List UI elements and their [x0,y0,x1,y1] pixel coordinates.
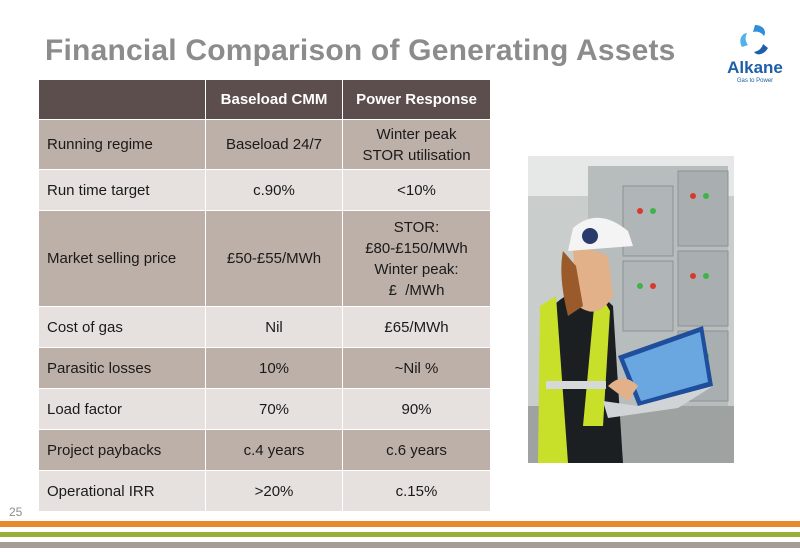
engineer-illustration [528,156,734,463]
table-row: Parasitic losses 10% ~Nil % [38,347,491,389]
power-response-value: £65/MWh [342,306,491,348]
header-cell-empty [38,79,206,120]
alkane-logo: Alkane Gas to Power [720,22,790,92]
power-response-value: 90% [342,388,491,430]
table-row: Load factor 70% 90% [38,388,491,430]
comparison-table: Baseload CMM Power Response Running regi… [38,79,491,512]
table-row: Project paybacks c.4 years c.6 years [38,429,491,471]
power-response-value: c.6 years [342,429,491,471]
alkane-swirl-icon [740,25,768,55]
row-label: Running regime [38,119,206,170]
row-label: Operational IRR [38,470,206,512]
power-response-value: Winter peak STOR utilisation [342,119,491,170]
table-row: Market selling price £50-£55/MWh STOR: £8… [38,210,491,307]
power-response-value: c.15% [342,470,491,512]
baseload-value: £50-£55/MWh [205,210,343,307]
baseload-value: 10% [205,347,343,389]
table-row: Running regime Baseload 24/7 Winter peak… [38,119,491,170]
table-row: Run time target c.90% <10% [38,169,491,211]
row-label: Market selling price [38,210,206,307]
footer-stripe-grey [0,542,800,548]
row-label: Project paybacks [38,429,206,471]
engineer-photo [528,156,734,463]
baseload-value: 70% [205,388,343,430]
row-label: Parasitic losses [38,347,206,389]
header-cell-power-response: Power Response [342,79,491,120]
header-cell-baseload: Baseload CMM [205,79,343,120]
baseload-value: c.90% [205,169,343,211]
power-response-value: <10% [342,169,491,211]
power-response-value: STOR: £80-£150/MWh Winter peak: £ /MWh [342,210,491,307]
logo-tagline: Gas to Power [736,78,774,84]
baseload-value: c.4 years [205,429,343,471]
row-label: Load factor [38,388,206,430]
table-row: Cost of gas Nil £65/MWh [38,306,491,348]
footer-stripe-green [0,532,800,537]
row-label: Run time target [38,169,206,211]
footer-stripe-orange [0,521,800,527]
table-header-row: Baseload CMM Power Response [38,79,491,120]
baseload-value: >20% [205,470,343,512]
baseload-value: Nil [205,306,343,348]
slide-title: Financial Comparison of Generating Asset… [45,34,676,67]
row-label: Cost of gas [38,306,206,348]
baseload-value: Baseload 24/7 [205,119,343,170]
power-response-value: ~Nil % [342,347,491,389]
table-row: Operational IRR >20% c.15% [38,470,491,512]
logo-wordmark: Alkane [727,58,783,77]
page-number: 25 [9,505,23,519]
